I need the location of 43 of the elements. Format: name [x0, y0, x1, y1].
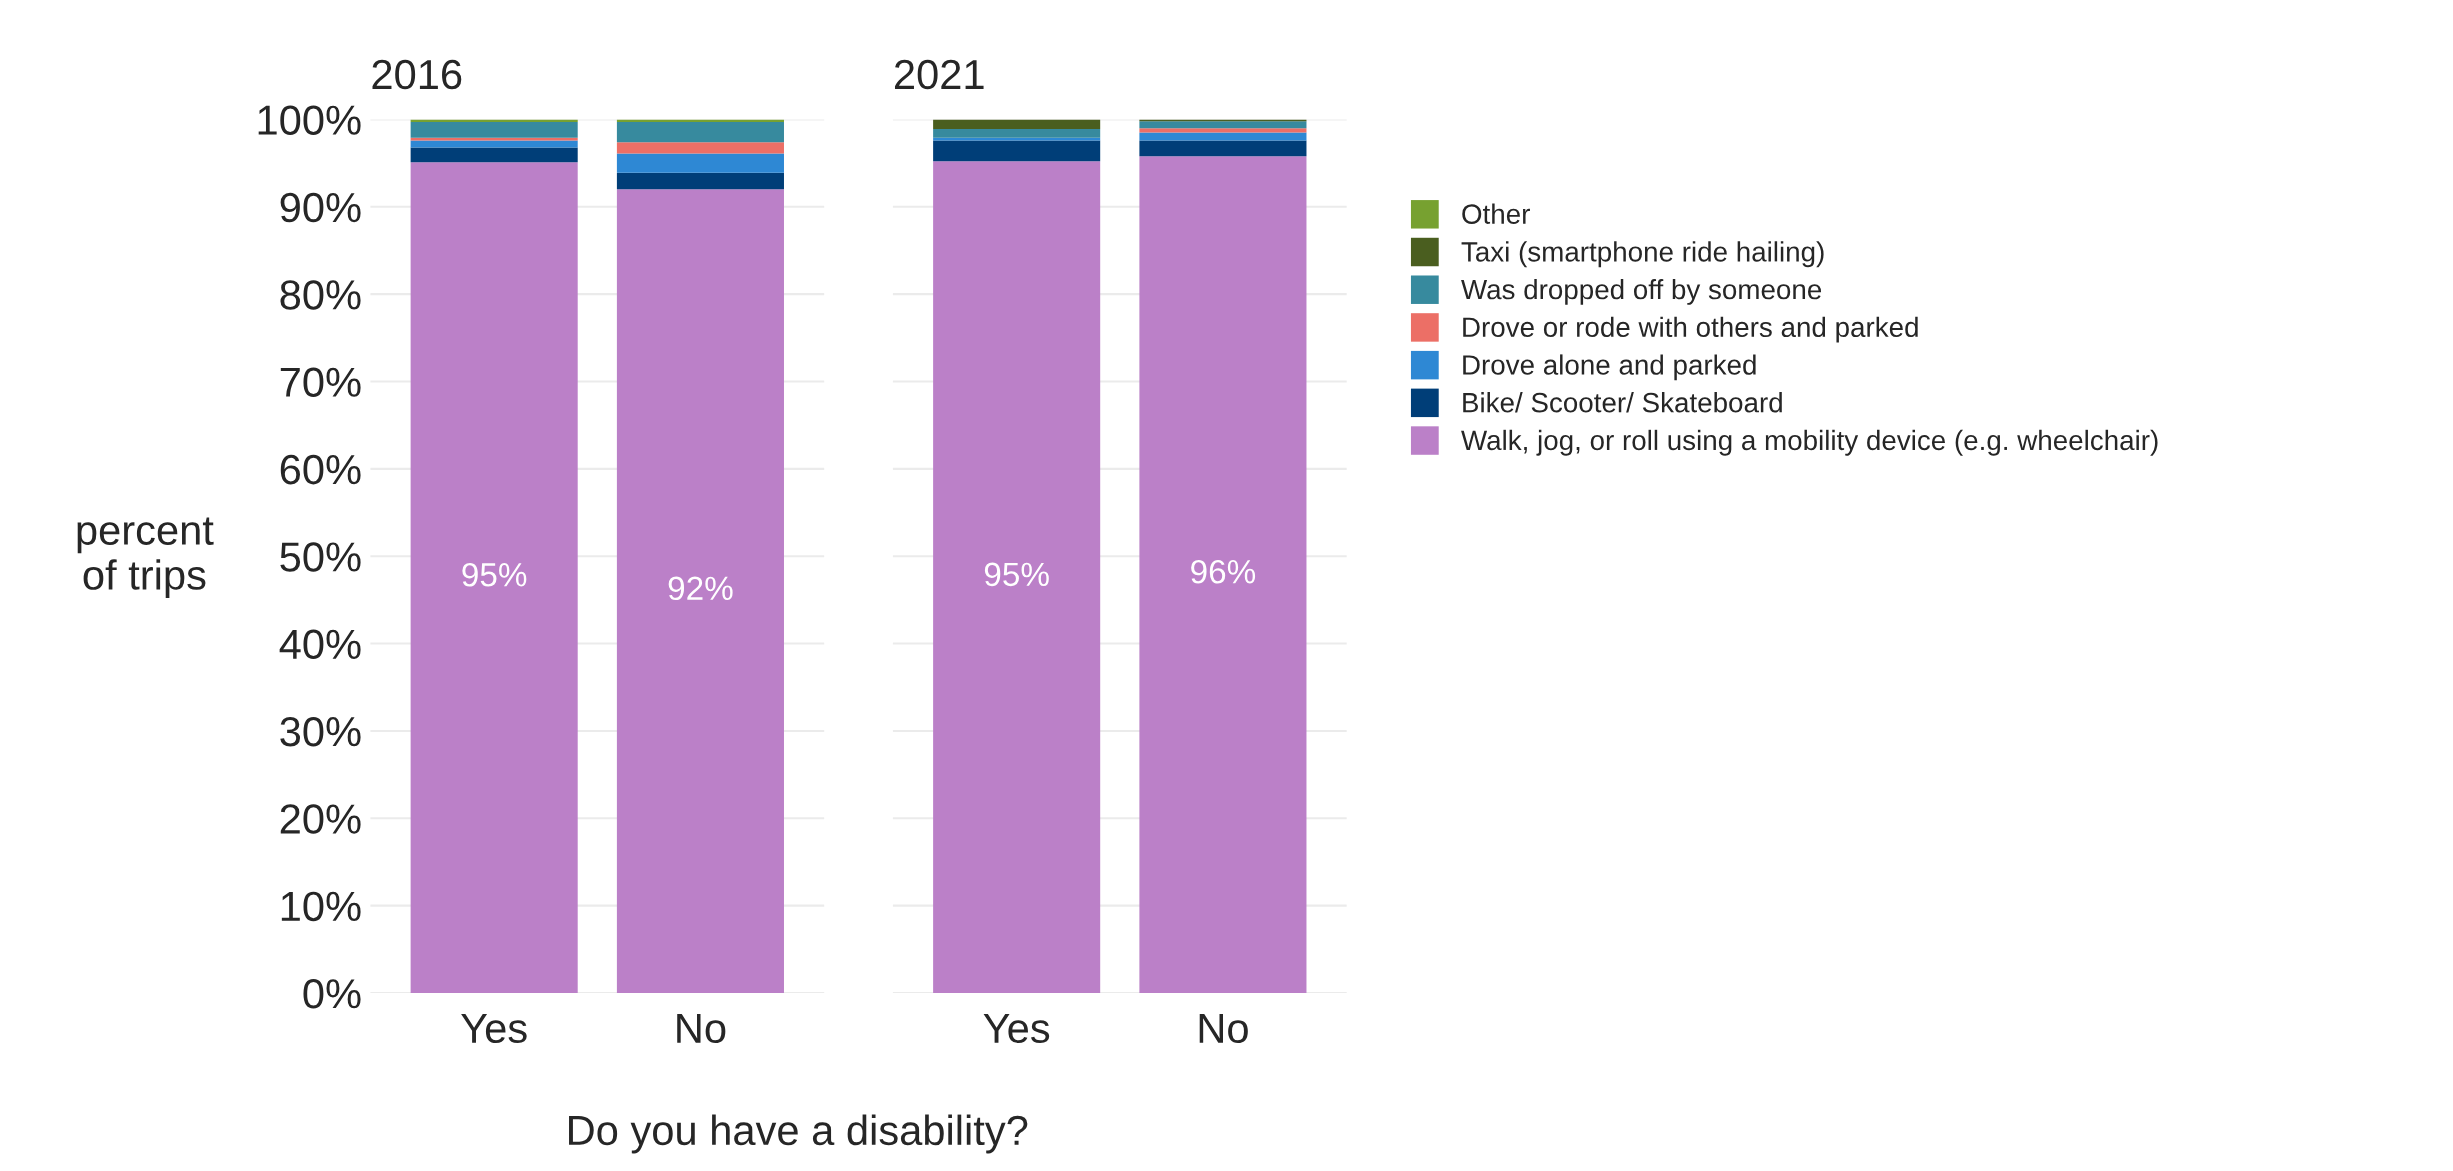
bar [616, 153, 784, 173]
legend-label: Bike/ Scooter/ Skateboard [1463, 392, 1782, 413]
legend-label: Drove alone and parked [1463, 354, 1756, 381]
y-tick-label: 30% [280, 716, 361, 747]
bar [1139, 121, 1307, 129]
x-tick-label: Yes [983, 1013, 1050, 1044]
data-label: 96% [1191, 559, 1256, 584]
x-axis-title: Do you have a disability? [569, 1114, 1028, 1154]
bar [933, 129, 1101, 138]
bar [616, 122, 784, 143]
legend-label: Other [1462, 203, 1530, 224]
y-tick-label: 0% [303, 979, 361, 1009]
y-tick-label: 90% [280, 192, 361, 223]
bar [410, 147, 578, 163]
x-tick-label: No [677, 1013, 726, 1044]
data-label: 95% [462, 562, 527, 587]
y-tick-label: 50% [280, 542, 361, 572]
bar [1139, 140, 1307, 157]
chart-title: 2021 [894, 59, 984, 90]
legend-label: Taxi (smartphone ride hailing) [1461, 241, 1824, 268]
y-tick-label: 70% [280, 367, 361, 398]
legend-label: Walk, jog, or roll using a mobility device (e.g. wheelchair) [1461, 429, 2158, 456]
x-tick-label: No [1199, 1013, 1248, 1044]
bar [933, 119, 1101, 130]
bar [616, 172, 784, 190]
bar [616, 142, 784, 154]
y-tick-label: 100% [258, 105, 361, 135]
y-axis-title: percent of trips [77, 517, 214, 599]
bar [1139, 128, 1307, 133]
y-tick-label: 60% [280, 454, 361, 485]
data-label: 95% [984, 562, 1049, 587]
data-label: 92% [668, 576, 733, 601]
y-tick-label: 10% [281, 891, 361, 922]
bar [410, 140, 578, 148]
y-tick-label: 80% [280, 280, 361, 310]
bar [933, 140, 1101, 162]
y-tick-label: 40% [279, 629, 361, 660]
bar [410, 122, 578, 138]
y-tick-label: 20% [280, 804, 361, 834]
legend-label: Drove or rode with others and parked [1463, 316, 1918, 343]
x-tick-label: Yes [461, 1013, 527, 1044]
chart-title: 2016 [372, 59, 462, 90]
legend-label: Was dropped off by someone [1461, 278, 1822, 305]
